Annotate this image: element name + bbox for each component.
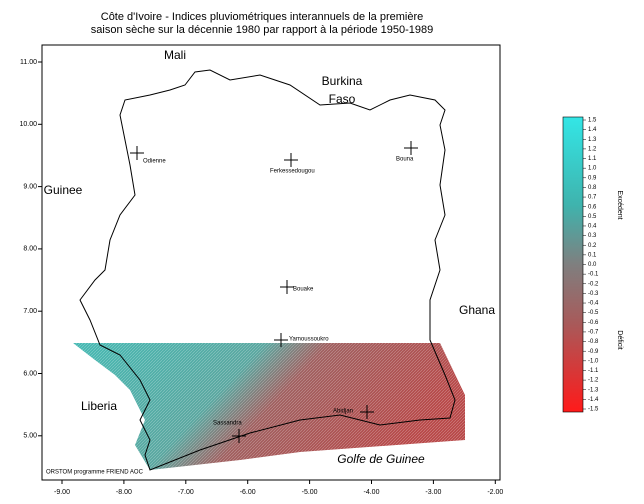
credit: ORSTOM programme FRIEND AOC — [46, 470, 144, 476]
y-tick-label: 8.00 — [23, 246, 37, 253]
region-label: Mali — [164, 48, 186, 62]
region-label: Guinee — [44, 183, 83, 197]
x-tick-label: -9.00 — [54, 489, 70, 496]
colorbar — [562, 116, 584, 413]
country-border — [79, 69, 456, 471]
y-tick-label: 11.00 — [20, 59, 37, 66]
y-tick-label: 6.00 — [23, 370, 37, 377]
legend-label: -1.1 — [588, 368, 599, 374]
legend-label: -1.5 — [588, 407, 599, 413]
legend-label: 0.5 — [588, 214, 597, 220]
city-marker — [284, 153, 298, 167]
legend-label: -0.6 — [588, 320, 599, 326]
city-marker — [232, 429, 246, 443]
legend-label: -0.8 — [588, 339, 599, 345]
legend-label: -1.4 — [588, 397, 599, 403]
region-label: Golfe de Guinee — [337, 452, 425, 466]
city-marker — [274, 333, 288, 347]
y-tick-label: 9.00 — [23, 183, 37, 190]
x-tick-label: -2.00 — [487, 489, 503, 496]
city-label: Abidjan — [333, 409, 353, 415]
frame — [41, 44, 501, 481]
legend-label: 0.3 — [588, 233, 597, 239]
legend-label: -0.5 — [588, 310, 599, 316]
x-tick-label: -4.00 — [364, 489, 380, 496]
x-tick-label: -6.00 — [240, 489, 256, 496]
legend-label: 1.3 — [588, 137, 597, 143]
legend-label: 1.0 — [588, 166, 597, 172]
legend-label: -1.2 — [588, 378, 599, 384]
legend-label: -0.3 — [588, 291, 599, 297]
x-tick-label: -5.00 — [302, 489, 318, 496]
legend-label: 0.6 — [588, 204, 597, 210]
city-label: Sassandra — [213, 421, 242, 427]
city-marker — [130, 146, 144, 160]
city-marker — [360, 405, 374, 419]
legend-label: 0.2 — [588, 243, 597, 249]
legend-label: 0.7 — [588, 195, 597, 201]
y-tick-label: 5.00 — [23, 433, 37, 440]
city-label: Ferkessedougou — [270, 169, 315, 175]
legend-top: Excédent — [616, 190, 623, 219]
legend-label: 0.0 — [588, 262, 597, 268]
legend-label: 1.4 — [588, 127, 597, 133]
city-label: Yamoussoukro — [289, 337, 329, 343]
city-label: Bouake — [293, 287, 314, 293]
x-tick-label: -3.00 — [425, 489, 441, 496]
legend-label: -0.9 — [588, 349, 599, 355]
legend-label: -0.2 — [588, 281, 599, 287]
legend-label: 1.1 — [588, 156, 597, 162]
x-tick-label: -7.00 — [178, 489, 194, 496]
region-label: Liberia — [81, 399, 117, 413]
legend-label: 0.8 — [588, 185, 597, 191]
city-label: Odienne — [143, 159, 166, 165]
index-hatch — [73, 343, 465, 470]
legend-label: 0.1 — [588, 252, 597, 258]
x-tick-label: -8.00 — [116, 489, 132, 496]
city-marker — [280, 280, 294, 294]
title-line: Côte d'Ivoire - Indices pluviométriques … — [101, 11, 424, 23]
city-marker — [404, 141, 418, 155]
legend-bottom: Déficit — [616, 330, 623, 350]
legend-label: -0.1 — [588, 272, 599, 278]
legend-label: 0.4 — [588, 224, 597, 230]
legend-label: 1.2 — [588, 146, 597, 152]
region-label: Ghana — [459, 303, 495, 317]
region-label: Faso — [329, 92, 356, 106]
legend-label: -0.7 — [588, 330, 599, 336]
y-tick-label: 10.00 — [19, 121, 37, 128]
region-label: Burkina — [322, 74, 363, 88]
legend-label: -0.4 — [588, 301, 599, 307]
title-line: saison sèche sur la décennie 1980 par ra… — [91, 24, 433, 36]
legend-label: 1.5 — [588, 118, 597, 124]
y-tick-label: 7.00 — [23, 308, 37, 315]
legend-label: -1.3 — [588, 387, 599, 393]
legend-label: -1.0 — [588, 358, 599, 364]
city-label: Bouna — [396, 157, 414, 163]
legend-label: 0.9 — [588, 175, 597, 181]
